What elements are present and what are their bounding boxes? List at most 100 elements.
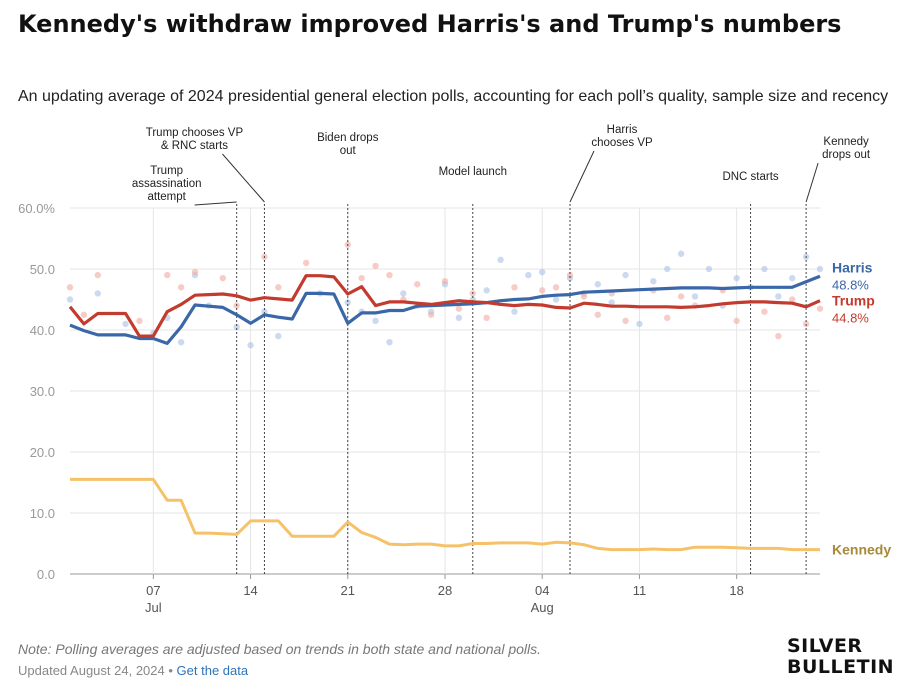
event-annotation-text: Model launch — [439, 166, 507, 178]
harris-end-value: 48.8% — [832, 277, 869, 292]
x-month-label: Jul — [145, 600, 162, 615]
harris-poll-dot — [705, 265, 713, 273]
harris-poll-dot — [455, 314, 463, 321]
event-annotation-text: assassination — [132, 178, 202, 190]
event-annotation-text: & RNC starts — [161, 140, 228, 152]
y-tick-label: 20.0 — [30, 445, 55, 460]
event-annotation-text: Kennedy — [823, 136, 869, 148]
trump-poll-dot — [386, 271, 393, 279]
harris-poll-dot — [816, 265, 824, 273]
trump-poll-dot — [80, 311, 88, 318]
harris-poll-dot — [275, 332, 282, 340]
trump-poll-dot — [580, 293, 588, 300]
x-tick-label: 14 — [243, 583, 257, 598]
harris-poll-dot — [594, 281, 601, 288]
event-leader-line — [805, 162, 819, 203]
trump-poll-dot — [552, 284, 560, 291]
y-tick-label: 40.0 — [30, 323, 55, 338]
harris-poll-dot — [94, 290, 101, 297]
series-end-labels: Harris 48.8%Trump 44.8% Kennedy — [832, 259, 891, 557]
trump-poll-dot — [789, 296, 796, 303]
trump-poll-dot — [761, 308, 768, 315]
logo-line-1: SILVER — [787, 635, 863, 657]
trump-poll-dot — [275, 284, 282, 291]
event-annotation-text: out — [340, 145, 357, 157]
trump-poll-dot — [94, 271, 101, 279]
harris-poll-dot — [386, 339, 393, 346]
updated-line: Updated August 24, 2024 • Get the data — [18, 663, 248, 678]
harris-poll-dot — [122, 320, 129, 328]
trump-poll-dot — [372, 262, 379, 270]
trump-poll-dot — [511, 284, 518, 291]
get-the-data-link[interactable]: Get the data — [176, 663, 249, 678]
x-tick-label: 18 — [729, 583, 743, 598]
logo-line-2: BULLETIN — [787, 656, 895, 678]
harris-poll-dot — [511, 308, 518, 315]
trump-poll-dot — [733, 317, 740, 325]
kennedy-end-label: Kennedy — [832, 542, 891, 558]
trump-poll-dot — [219, 274, 226, 282]
harris-poll-dot — [233, 323, 240, 331]
harris-poll-dot — [636, 320, 643, 328]
y-tick-label: 30.0 — [30, 384, 55, 399]
chart-title: Kennedy's withdraw improved Harris's and… — [18, 10, 842, 38]
harris-poll-dot — [177, 339, 185, 346]
footnote: Note: Polling averages are adjusted base… — [18, 641, 542, 657]
trump-poll-dot — [594, 311, 601, 318]
trump-poll-dot — [816, 305, 824, 312]
harris-poll-dot — [761, 265, 768, 273]
event-annotation-text: chooses VP — [591, 137, 653, 149]
kennedy-average-line — [70, 477, 820, 552]
event-annotation-text: attempt — [147, 191, 186, 203]
harris-poll-dot — [497, 256, 504, 264]
updated-date: Updated August 24, 2024 — [18, 663, 165, 678]
trump-poll-dot — [539, 287, 546, 294]
harris-poll-dot — [552, 296, 560, 303]
x-tick-label: 21 — [341, 583, 355, 598]
series-lines — [68, 274, 821, 552]
x-tick-label: 07 — [146, 583, 160, 598]
separator-dot: • — [168, 663, 173, 678]
trump-poll-dot — [802, 320, 810, 328]
trump-poll-dot — [358, 274, 365, 282]
trump-poll-dot — [302, 259, 310, 267]
trump-poll-dot — [441, 278, 449, 285]
x-tick-label: 11 — [633, 583, 647, 598]
trump-poll-dot — [414, 281, 421, 288]
harris-poll-dot — [691, 293, 699, 300]
trump-poll-dot — [483, 314, 490, 321]
y-tick-label: 10.0 — [30, 506, 55, 521]
chart-subtitle: An updating average of 2024 presidential… — [18, 88, 889, 105]
trump-poll-dot — [455, 305, 463, 312]
event-leader-line — [194, 201, 237, 206]
trump-poll-dot — [775, 332, 782, 340]
grid-lines — [70, 207, 820, 575]
harris-poll-dot — [650, 278, 657, 285]
trump-end-label: Trump — [832, 293, 875, 309]
y-tick-label: 0.0 — [37, 567, 55, 582]
harris-poll-dot — [483, 287, 490, 294]
event-annotation-text: Trump — [150, 165, 183, 177]
trump-poll-dot — [191, 268, 199, 276]
harris-poll-dot — [66, 296, 74, 303]
event-annotation-text: Biden drops — [317, 132, 379, 144]
trump-poll-dot — [427, 311, 435, 318]
harris-poll-dot — [344, 299, 351, 306]
y-tick-label: 50.0 — [30, 262, 55, 277]
silver-bulletin-logo: SILVER BULLETIN — [787, 636, 895, 678]
x-tick-label: 28 — [438, 583, 452, 598]
x-tick-label: 04 — [535, 583, 549, 598]
harris-poll-dot — [247, 342, 254, 349]
trump-poll-dot — [136, 317, 143, 325]
harris-poll-dot — [525, 271, 532, 279]
trump-poll-dot — [66, 284, 74, 291]
trump-poll-dot — [622, 317, 629, 325]
y-tick-label: 60.0% — [18, 201, 55, 216]
event-annotation-text: drops out — [822, 149, 871, 161]
trump-poll-dot — [566, 271, 574, 279]
harris-average-line — [69, 274, 821, 345]
harris-poll-dot — [733, 274, 740, 282]
harris-poll-dot — [775, 293, 782, 300]
